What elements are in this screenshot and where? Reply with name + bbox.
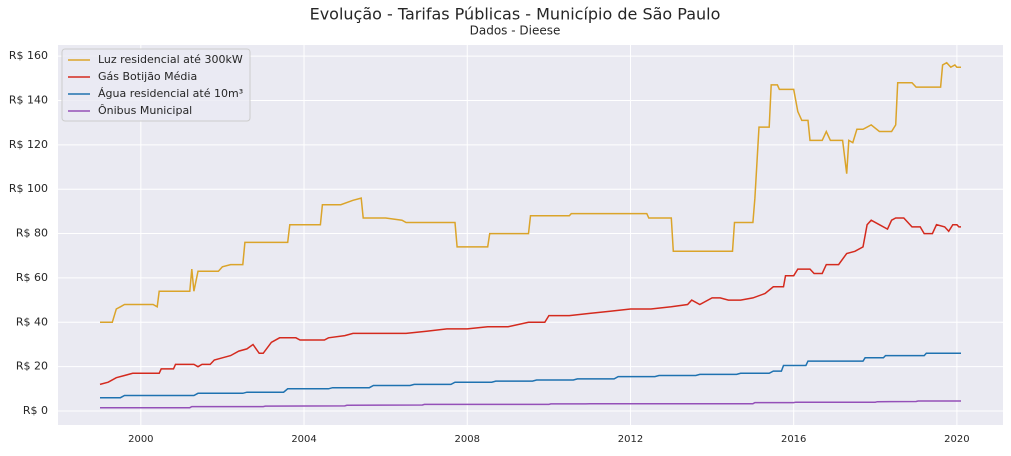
chart-subtitle: Dados - Dieese (470, 24, 561, 38)
y-tick-label: R$ 20 (16, 360, 48, 373)
y-tick-label: R$ 0 (23, 404, 48, 417)
y-tick-label: R$ 40 (16, 315, 48, 328)
series-line (100, 352, 961, 399)
legend-box (61, 48, 251, 122)
series-line (99, 217, 961, 386)
y-tick-label: R$ 80 (16, 227, 48, 240)
x-tick-label: 2016 (781, 434, 806, 445)
y-tick-label: R$ 140 (9, 93, 48, 106)
legend-label: Gás Botijão Média (98, 70, 197, 83)
y-tick-label: R$ 100 (9, 182, 48, 195)
x-tick-label: 2008 (455, 434, 480, 445)
x-tick-label: 2004 (291, 434, 316, 445)
series-line (100, 400, 961, 409)
legend: Luz residencial até 300kW Gás Botijão Méd… (61, 48, 251, 122)
x-tick-label: 2000 (128, 434, 153, 445)
y-tick-label: R$ 60 (16, 271, 48, 284)
series-line (100, 61, 961, 324)
legend-label: Água residencial até 10m³ (98, 87, 243, 100)
y-tick-label: R$ 160 (9, 49, 48, 62)
x-tick-label: 2020 (944, 434, 969, 445)
legend-label: Ônibus Municipal (98, 104, 192, 117)
chart-title: Evolução - Tarifas Públicas - Município … (310, 5, 721, 24)
legend-label: Luz residencial até 300kW (98, 53, 243, 66)
x-tick-label: 2012 (618, 434, 643, 445)
y-tick-label: R$ 120 (9, 138, 48, 151)
